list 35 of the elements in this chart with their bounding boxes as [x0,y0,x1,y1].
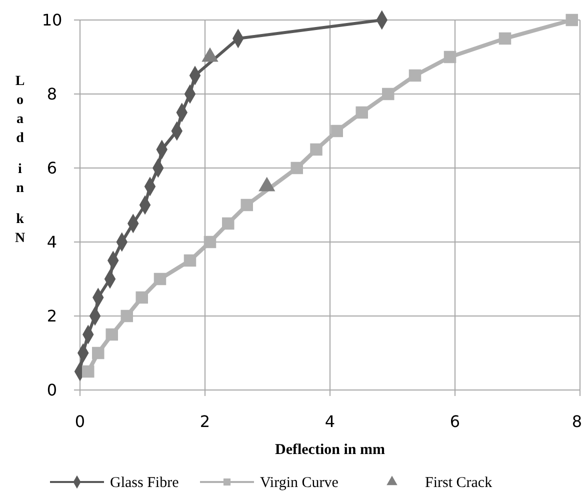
legend-label: Glass Fibre [110,475,180,491]
point [408,69,422,82]
point [222,217,234,230]
x-tick-label: 2 [200,412,210,431]
y-tick-label: 2 [46,306,58,326]
point [356,106,368,119]
point [120,310,133,322]
point [290,162,303,174]
x-axis-title: Deflection in mm [275,442,386,458]
point [204,236,216,248]
legend-label: First Crack [425,475,493,491]
point [498,32,512,45]
x-tick-label: 8 [572,412,582,431]
x-tick-label: 6 [450,412,460,431]
point [92,346,104,360]
y-tick-label: 8 [46,84,58,104]
y-tick-label: 6 [46,158,58,178]
y-tick-label: 0 [46,380,58,400]
point [566,14,578,26]
point [382,88,394,100]
point [240,198,253,212]
y-tick-label: 10 [42,10,62,30]
point [136,291,148,304]
y-axis-title: Load in kN [14,74,26,246]
point [444,50,456,64]
point [330,124,343,138]
x-tick-label: 4 [324,412,336,431]
point [184,254,196,267]
point [82,365,94,378]
legend-label: Virgin Curve [260,475,339,491]
point [106,328,118,341]
x-tick-label: 0 [74,412,86,431]
point [310,143,322,156]
y-tick-label: 4 [46,232,58,252]
point [154,272,166,286]
